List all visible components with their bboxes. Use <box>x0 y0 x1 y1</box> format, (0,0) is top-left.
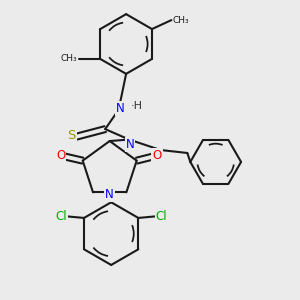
Text: N: N <box>105 188 114 201</box>
Text: CH₃: CH₃ <box>173 16 190 25</box>
Text: S: S <box>67 129 76 142</box>
Text: O: O <box>152 149 162 162</box>
Text: N: N <box>126 138 134 152</box>
Text: O: O <box>56 149 65 162</box>
Text: Cl: Cl <box>155 210 167 223</box>
Text: N: N <box>116 102 124 115</box>
Text: Cl: Cl <box>55 210 67 223</box>
Text: CH₃: CH₃ <box>60 54 77 63</box>
Text: ·H: ·H <box>131 101 143 111</box>
